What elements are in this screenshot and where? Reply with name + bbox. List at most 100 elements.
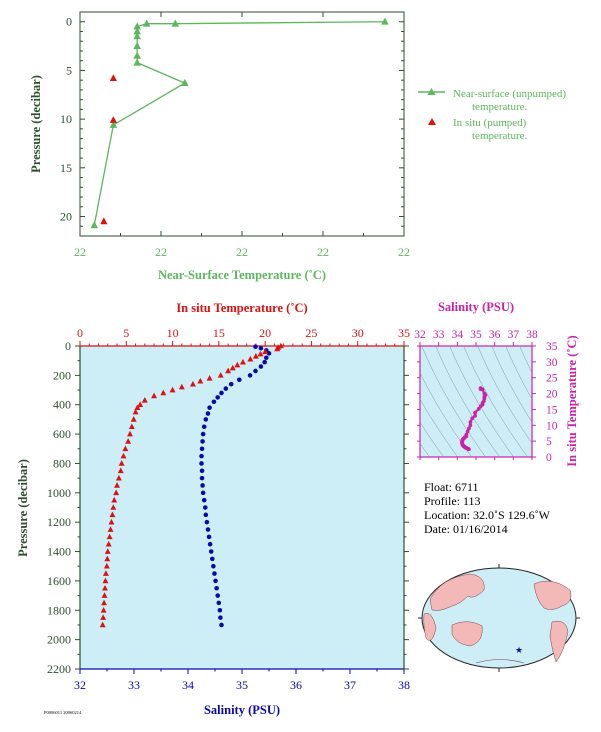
pf-temperature-point xyxy=(132,408,139,415)
pf-temperature-point xyxy=(101,592,108,598)
pf-salinity-point xyxy=(211,563,216,569)
pf-temperature-point xyxy=(103,562,110,569)
map-south-america xyxy=(549,620,569,663)
ts-y-tick-label: 5 xyxy=(546,436,552,448)
pf-temperature-point xyxy=(134,404,141,410)
pf-y-tick-label: 200 xyxy=(53,368,71,382)
ns-unpumped-point xyxy=(133,22,141,30)
pf-temperature-point xyxy=(225,367,232,374)
ns-unpumped-point xyxy=(133,41,141,50)
ns-x-tick-label: 22 xyxy=(236,245,248,259)
pf-temperature-point xyxy=(100,606,107,613)
pf-temperature-point xyxy=(117,467,124,474)
pf-temperature-point xyxy=(252,352,259,359)
pf-top-tick-label: 30 xyxy=(352,326,364,340)
pf-top-tick-label: 35 xyxy=(398,326,410,340)
pf-temperature-point xyxy=(125,438,132,444)
pf-y-tick-label: 2000 xyxy=(47,633,71,647)
pf-bottom-tick-label: 33 xyxy=(128,678,140,692)
pf-salinity-point xyxy=(219,622,224,628)
ts-y-tick-label: 10 xyxy=(546,420,558,432)
pf-temperature-point xyxy=(105,540,112,547)
pf-salinity-point xyxy=(216,600,222,606)
ns-y-tick-label: 5 xyxy=(66,63,72,77)
pf-temperature-point xyxy=(104,555,111,562)
pf-bottom-tick-label: 37 xyxy=(344,678,356,692)
pf-y-tick-label: 400 xyxy=(53,398,71,412)
pf-temperature-point xyxy=(108,518,115,525)
ts-x-tick-label: 34 xyxy=(452,329,464,341)
ns-x-tick-label: 22 xyxy=(155,245,167,259)
pf-salinity-point xyxy=(200,483,205,488)
pf-temperature-point xyxy=(151,392,158,399)
pf-temperature-point xyxy=(130,416,137,422)
ns-x-tick-label: 22 xyxy=(74,245,86,259)
ns-unpumped-point xyxy=(142,19,151,27)
pf-salinity-point xyxy=(202,505,208,510)
pf-salinity-point xyxy=(264,355,269,361)
pf-temperature-point xyxy=(262,348,269,355)
pf-salinity-point xyxy=(211,399,217,405)
near-surface-ticks: 0 5 10 15 20 22 22 22 22 22 xyxy=(60,12,410,259)
pf-temperature-point xyxy=(137,401,144,408)
map-north-america xyxy=(533,580,572,610)
info-location: Location: 32.0˚S 129.6˚W xyxy=(424,508,551,522)
legend-unpumped-marker xyxy=(427,88,436,95)
map-antarctica-edge xyxy=(475,659,525,664)
location-map: ★ xyxy=(418,564,580,672)
pf-temperature-point xyxy=(118,460,125,466)
ts-contour-lines xyxy=(420,346,532,457)
ts-x-tick-label: 36 xyxy=(489,329,501,341)
pf-y-tick-label: 800 xyxy=(53,456,71,470)
pf-top-tick-label: 20 xyxy=(259,326,271,340)
pf-salinity-point xyxy=(214,585,219,591)
pf-y-tick-label: 1000 xyxy=(47,486,71,500)
ns-y-tick-label: 20 xyxy=(60,210,72,224)
ts-y-tick-label: 20 xyxy=(546,389,558,401)
pf-salinity-point xyxy=(223,386,229,391)
ts-right-axis-label: In situ Temperature (˚C) xyxy=(565,335,579,466)
pf-salinity-point xyxy=(213,578,218,584)
pf-y-tick-label: 2200 xyxy=(47,662,71,676)
ts-contour xyxy=(420,421,444,457)
ts-contour xyxy=(519,346,532,374)
ns-unpumped-point xyxy=(133,58,141,66)
ts-contour xyxy=(491,346,532,423)
pf-temperature-point xyxy=(114,482,120,488)
pf-salinity-point xyxy=(207,541,213,547)
profile-marks xyxy=(99,342,284,628)
ns-unpumped-point xyxy=(133,51,141,59)
pf-y-tick-label: 1400 xyxy=(47,545,71,559)
ts-plot-frame xyxy=(419,345,533,458)
ts-contour xyxy=(435,346,500,457)
pf-top-tick-label: 5 xyxy=(123,326,129,340)
pf-salinity-point xyxy=(205,527,211,532)
pf-salinity-point xyxy=(199,453,204,459)
profile-top-axis-label: In situ Temperature (˚C) xyxy=(176,301,307,315)
near-surface-plot-frame xyxy=(79,11,405,237)
ts-y-tick-label: 25 xyxy=(546,373,558,385)
pf-salinity-point xyxy=(210,556,215,562)
pf-salinity-point xyxy=(199,468,205,474)
ts-y-tick-label: 0 xyxy=(546,452,552,464)
ts-point xyxy=(467,447,471,452)
ts-x-tick-label: 33 xyxy=(433,329,445,341)
map-asia xyxy=(429,573,485,611)
pf-salinity-point xyxy=(215,395,220,400)
pf-y-tick-label: 1800 xyxy=(47,603,71,617)
footer-code: P0006011 20060214 xyxy=(44,710,82,715)
pf-y-tick-label: 600 xyxy=(53,427,71,441)
pf-temperature-point xyxy=(120,452,127,459)
ts-contour xyxy=(420,398,458,457)
ts-y-tick-label: 30 xyxy=(546,357,558,369)
pf-temperature-point xyxy=(217,372,224,378)
ts-point xyxy=(480,387,485,392)
pf-temperature-point xyxy=(141,397,148,403)
pf-y-tick-label: 1200 xyxy=(47,515,71,529)
pf-salinity-point xyxy=(203,512,209,518)
pf-temperature-point xyxy=(127,430,133,437)
pf-temperature-point xyxy=(178,383,185,390)
ns-unpumped-point xyxy=(181,78,189,87)
ns-pumped-point xyxy=(109,116,117,123)
